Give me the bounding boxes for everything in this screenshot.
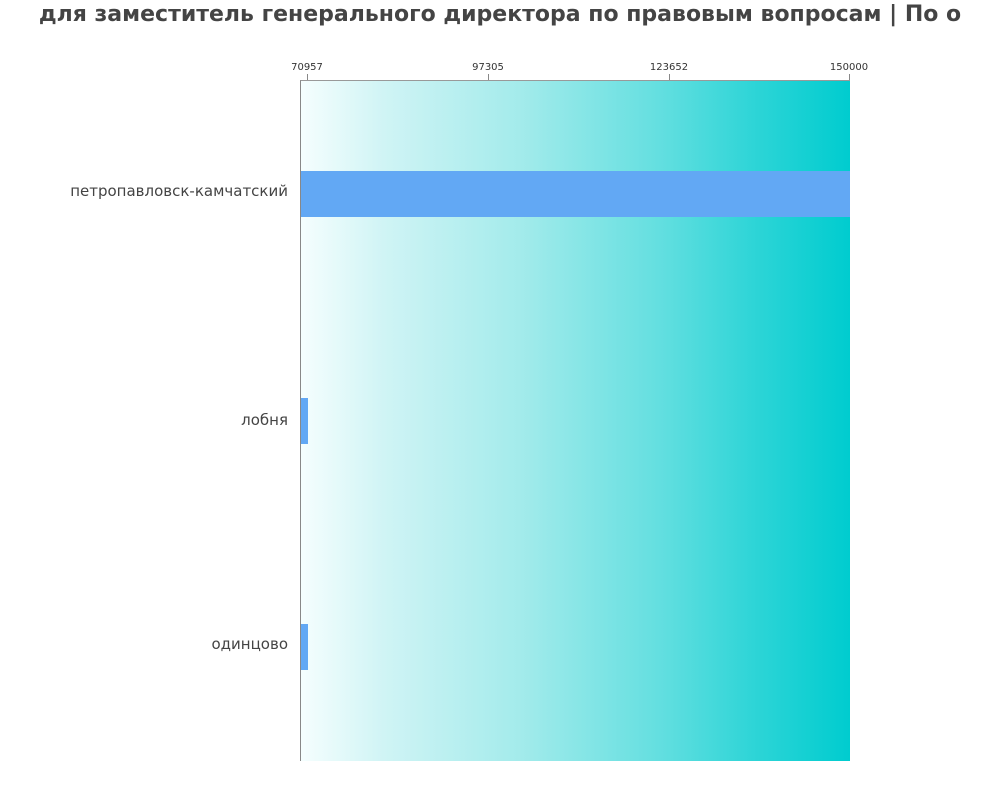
chart-title: для заместитель генерального директора п…: [38, 2, 962, 27]
x-tick-label: 70957: [291, 62, 323, 73]
x-tick-label: 97305: [472, 62, 504, 73]
category-label: петропавловск-камчатский: [70, 182, 288, 200]
bar-lobnya: [301, 398, 308, 444]
x-tick-label: 123652: [649, 62, 689, 73]
bar-petropavlovsk-kamchatsky: [301, 171, 850, 217]
bar-odintsovo: [301, 624, 308, 670]
x-tick-mark: [307, 74, 308, 80]
category-label: лобня: [241, 411, 288, 429]
x-tick-mark: [849, 74, 850, 80]
x-tick-mark: [669, 74, 670, 80]
x-tick-label: 150000: [829, 62, 869, 73]
category-label: одинцово: [211, 635, 288, 653]
x-tick-mark: [488, 74, 489, 80]
